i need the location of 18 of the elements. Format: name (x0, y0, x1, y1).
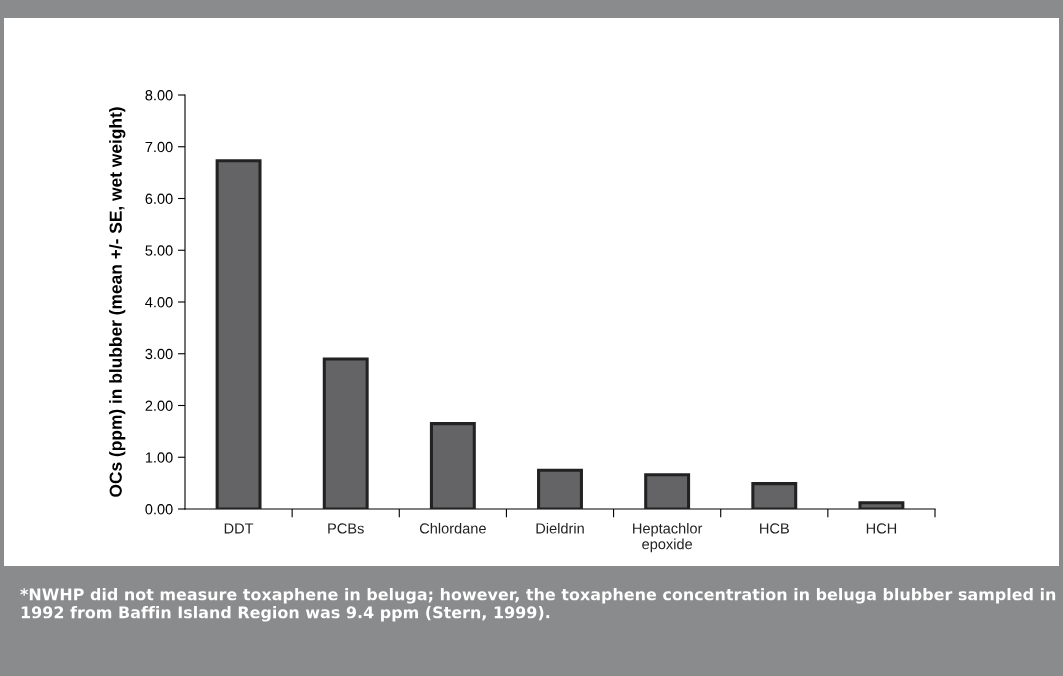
y-tick-label: 5.00 (145, 245, 173, 256)
x-tick-label: Chlordane (419, 522, 486, 534)
x-tick-label: PCBs (328, 523, 364, 534)
y-axis-title: OCs (ppm) in blubber (mean +/- SE, wet weight) (109, 107, 126, 497)
y-tick-label: 2.00 (145, 400, 173, 411)
y-tick-label: 0.00 (145, 504, 173, 515)
y-tick-label: 1.00 (145, 452, 173, 463)
y-tick-label: 4.00 (145, 297, 173, 308)
x-tick-label: HCB (760, 523, 789, 534)
y-tick-label: 3.00 (145, 348, 173, 360)
text: *NWHP did not measure toxaphene in beluga; however, the toxaphene concentration in beluga blubber sampled in 1992 from Baffin Island Region was 9.4 ppm (Stern, 1999). (20, 588, 1056, 622)
x-tick-label: HCH (866, 523, 897, 534)
y-tick-label: 8.00 (145, 90, 173, 101)
x-tick-label: Dieldrin (536, 522, 584, 534)
y-tick-label: 6.00 (145, 193, 173, 204)
y-tick-label: 7.00 (145, 141, 173, 153)
x-tick-label: DDT (224, 523, 254, 534)
x-tick-label: Heptachlor epoxide (633, 522, 703, 553)
